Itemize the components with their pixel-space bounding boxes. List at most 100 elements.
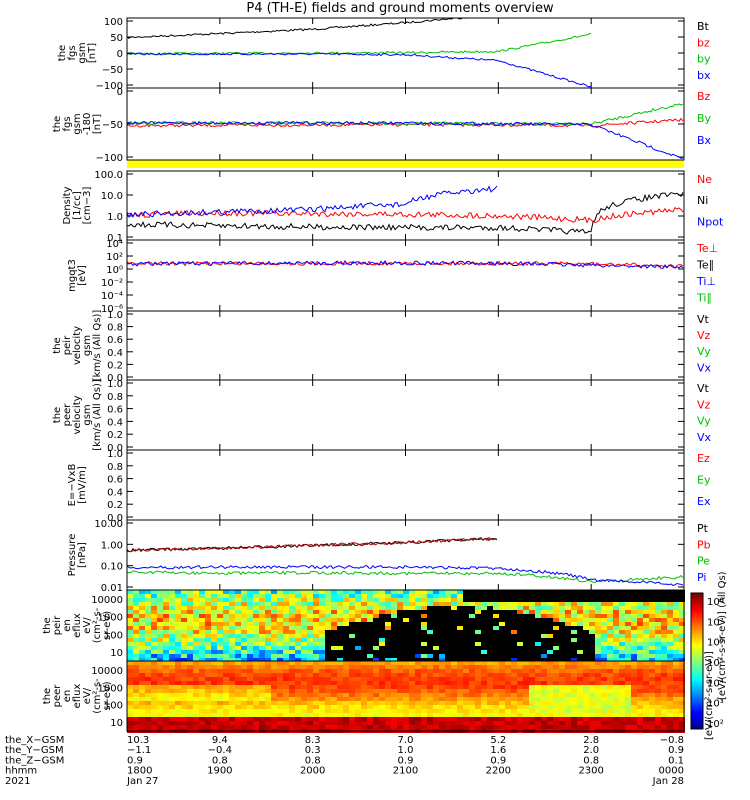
spec-cell [535, 681, 541, 685]
spec-cell [493, 709, 499, 713]
spec-cell [637, 685, 643, 689]
spec-cell [613, 622, 619, 626]
spec-cell [403, 606, 409, 610]
spec-cell [193, 654, 199, 658]
spec-cell [289, 614, 295, 618]
spec-cell [385, 598, 391, 602]
spec-cell [595, 677, 601, 681]
spec-cell [619, 697, 625, 701]
spec-cell [265, 622, 271, 626]
spec-cell [475, 614, 481, 618]
spec-cell [571, 626, 577, 630]
spec-cell [199, 658, 205, 662]
spec-cell [157, 685, 163, 689]
spec-cell [679, 650, 685, 654]
spec-cell [613, 590, 619, 594]
spec-cell [505, 626, 511, 630]
spec-cell [415, 590, 421, 594]
spec-cell [379, 654, 385, 658]
legend-temp-Te⊥: Te⊥ [696, 242, 718, 255]
spec-cell [463, 685, 469, 689]
spec-cell [439, 661, 445, 665]
legend-fgs2-Bz: Bz [697, 90, 711, 103]
spec-cell [331, 681, 337, 685]
spec-cell [151, 598, 157, 602]
spec-cell [295, 693, 301, 697]
spec-cell [301, 697, 307, 701]
xaxis-value: 2300 [578, 766, 603, 777]
spec-cell [331, 665, 337, 669]
spec-cell [481, 598, 487, 602]
ylabel-fgs2: [nT] [92, 114, 103, 134]
spec-cell [181, 693, 187, 697]
spec-cell [619, 598, 625, 602]
spec-cell [553, 638, 559, 642]
spec-cell [547, 638, 553, 642]
spec-cell [349, 689, 355, 693]
spec-cell [649, 618, 655, 622]
spec-cell [667, 602, 673, 606]
spec-cell [679, 614, 685, 618]
spec-cell [319, 650, 325, 654]
spec-cell [373, 673, 379, 677]
spec-cell [139, 665, 145, 669]
spec-cell [667, 634, 673, 638]
spec-cell [157, 606, 163, 610]
spec-cell [529, 610, 535, 614]
spec-cell [313, 618, 319, 622]
spec-cell [373, 650, 379, 654]
spec-cell [211, 709, 217, 713]
spec-cell [625, 594, 631, 598]
spec-cell [331, 634, 337, 638]
spec-cell [313, 626, 319, 630]
spec-cell [553, 705, 559, 709]
ylabel-ispec: the [42, 617, 53, 633]
spec-cell [679, 638, 685, 642]
spec-cell [187, 721, 193, 725]
spec-cell [607, 594, 613, 598]
spec-cell [283, 725, 289, 729]
spec-cell [253, 638, 259, 642]
spec-cell [415, 606, 421, 610]
spec-cell [415, 622, 421, 626]
spec-cell [451, 661, 457, 665]
spec-cell [307, 713, 313, 717]
spec-cell [349, 654, 355, 658]
spec-cell [499, 717, 505, 721]
spec-cell [469, 665, 475, 669]
spec-cell [505, 701, 511, 705]
spec-cell [541, 626, 547, 630]
spec-cell [229, 717, 235, 721]
spec-cell [139, 622, 145, 626]
spec-cell [505, 689, 511, 693]
spec-cell [571, 614, 577, 618]
spec-cell [571, 713, 577, 717]
spec-cell [379, 689, 385, 693]
spec-cell [247, 626, 253, 630]
panel-frame-temp [126, 239, 685, 312]
spec-cell [433, 705, 439, 709]
spec-cell [331, 594, 337, 598]
spec-cell [517, 610, 523, 614]
spec-cell [511, 642, 517, 646]
spec-cell [385, 677, 391, 681]
spec-cell [277, 705, 283, 709]
spec-cell [241, 626, 247, 630]
spec-cell [301, 654, 307, 658]
ytick-label-ispec: 10000 [91, 595, 123, 606]
spec-cell [535, 721, 541, 725]
spec-cell [337, 661, 343, 665]
ylabel-espec: en [62, 690, 73, 703]
spec-cell [673, 594, 679, 598]
spec-cell [283, 598, 289, 602]
spec-cell [517, 665, 523, 669]
spec-cell [613, 626, 619, 630]
spec-cell [157, 650, 163, 654]
spec-cell [163, 598, 169, 602]
spec-cell [193, 697, 199, 701]
ytick-label-ve: 1.0 [107, 379, 123, 390]
spec-cell [169, 590, 175, 594]
spec-cell [469, 598, 475, 602]
spec-cell [337, 721, 343, 725]
spec-cell [427, 661, 433, 665]
